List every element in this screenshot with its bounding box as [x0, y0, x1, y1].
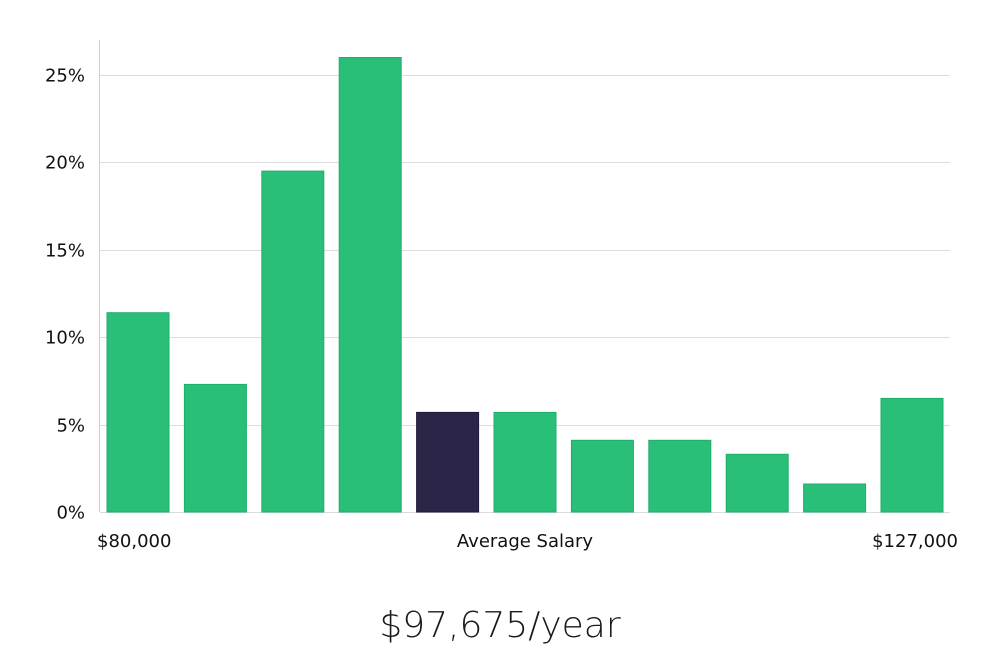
y-tick-label: 15% — [45, 241, 85, 262]
y-tick-label: 10% — [45, 328, 85, 349]
x-label-max: $127,000 — [872, 531, 958, 552]
bar-average — [416, 411, 480, 513]
bar — [493, 411, 557, 513]
y-tick-labels: 0% 5% 10% 15% 20% 25% — [45, 66, 85, 524]
x-label-min: $80,000 — [97, 531, 171, 552]
bar — [803, 483, 867, 513]
bar — [106, 312, 170, 513]
bar — [725, 453, 789, 513]
y-tick-label: 5% — [56, 416, 85, 437]
y-tick-label: 0% — [56, 503, 85, 524]
bar-layer — [106, 57, 944, 513]
bar — [338, 57, 402, 513]
bar — [648, 439, 712, 513]
bar — [880, 397, 944, 513]
bar — [570, 439, 634, 513]
y-tick-label: 25% — [45, 66, 85, 87]
bar — [261, 170, 325, 513]
salary-distribution-chart: 0%5%10%15%20%25% $80,000 Average Salary … — [45, 40, 958, 552]
bar — [183, 383, 247, 513]
y-tick-label: 20% — [45, 153, 85, 174]
x-label-average-salary: Average Salary — [457, 531, 594, 552]
average-salary-value: $97,675/year — [379, 605, 621, 646]
